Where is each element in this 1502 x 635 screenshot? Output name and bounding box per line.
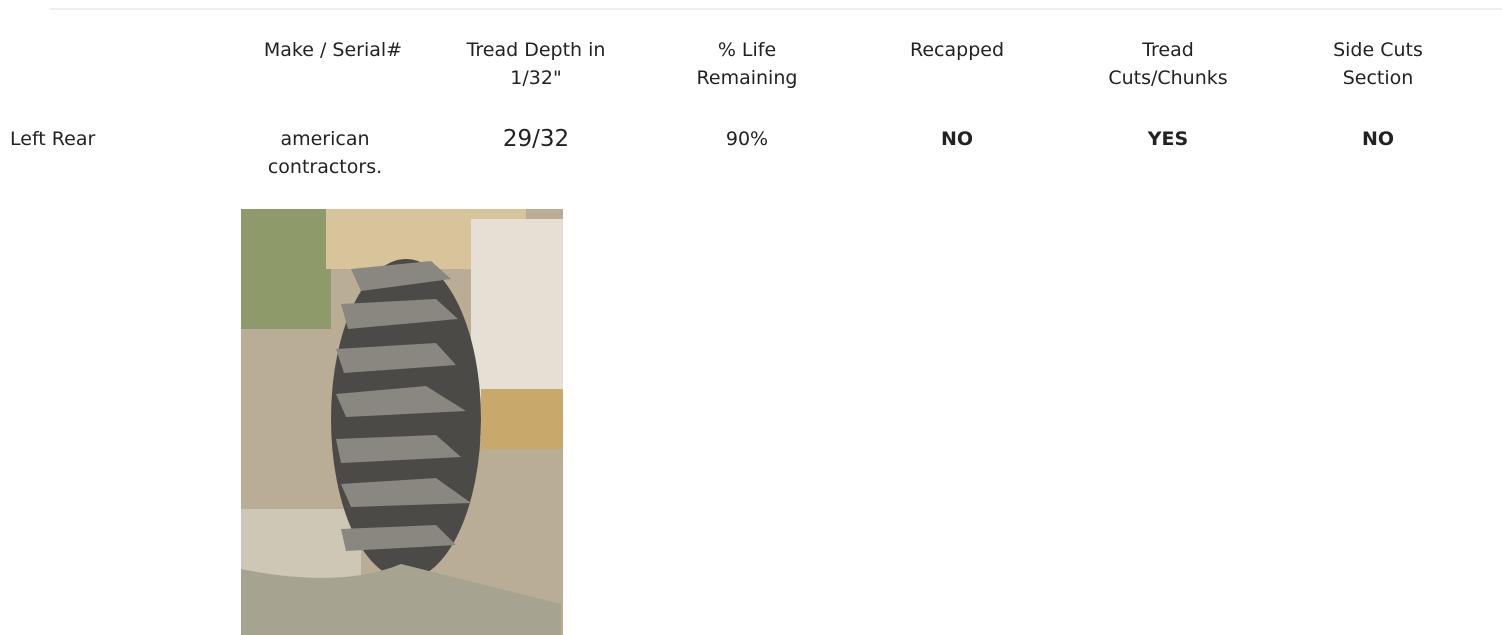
column-header: Tread Depth in 1/32"	[446, 36, 626, 92]
tire-report: {"table": { "headers": ["Make / Serial#"…	[0, 0, 1502, 635]
tire-photo	[241, 209, 563, 635]
tread-depth: 29/32	[446, 125, 626, 153]
row-label: Left Rear	[10, 125, 95, 153]
page: body { margin: 0; width: 1502px; height:…	[0, 0, 1502, 635]
column-header: Make / Serial#	[238, 36, 428, 64]
recapped: NO	[882, 125, 1032, 153]
make-serial: american contractors.	[250, 125, 400, 181]
column-header: Tread Cuts/Chunks	[1103, 36, 1233, 92]
divider	[50, 8, 1502, 10]
column-header: % Life Remaining	[682, 36, 812, 92]
life-remaining: 90%	[682, 125, 812, 153]
column-header: Recapped	[882, 36, 1032, 64]
tread-cuts: YES	[1103, 125, 1233, 153]
side-cuts: NO	[1318, 125, 1438, 153]
column-header: Side Cuts Section	[1318, 36, 1438, 92]
